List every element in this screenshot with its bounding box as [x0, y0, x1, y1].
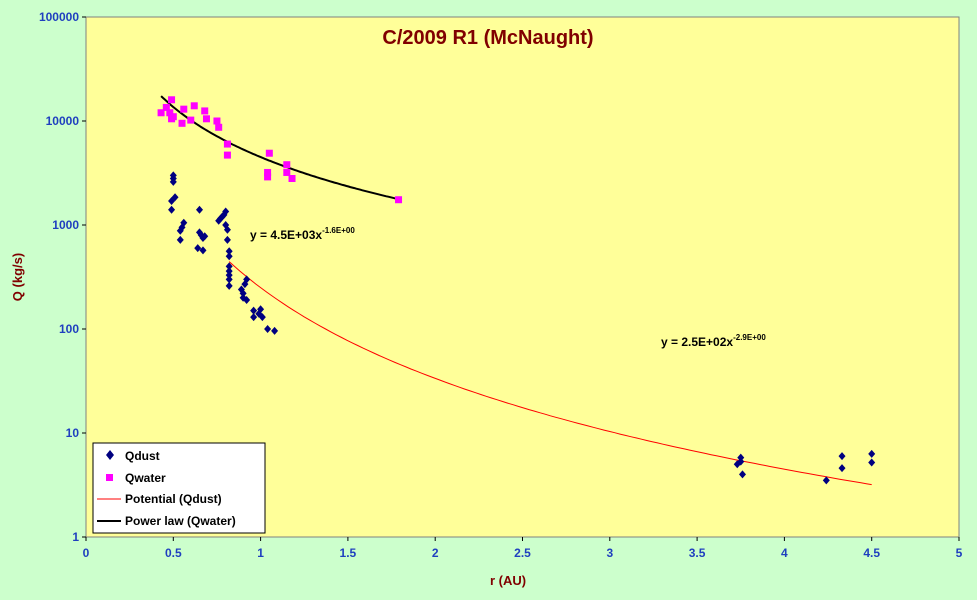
qdust-point	[225, 262, 233, 271]
x-tick-label: 2	[432, 546, 439, 560]
qdust-point	[737, 453, 745, 462]
x-tick-label: 5	[956, 546, 963, 560]
qwater-point	[223, 151, 231, 159]
legend-dust-fit-label: Potential (Qdust)	[125, 492, 222, 506]
qwater-point	[168, 96, 176, 104]
y-tick-label: 100000	[39, 10, 79, 24]
trend-lines	[160, 95, 872, 486]
qdust-point	[194, 244, 202, 253]
dust-fit-line	[228, 261, 872, 486]
legend-box	[92, 442, 266, 534]
y-tick-label: 10	[66, 426, 80, 440]
legend-qdust-label: Qdust	[125, 449, 160, 463]
x-tick-label: 0.5	[165, 546, 182, 560]
dust-fit-equation-base: y = 2.5E+02x	[661, 335, 733, 349]
qwater-point	[288, 174, 296, 182]
qdust-point	[838, 452, 846, 461]
qdust-point	[250, 313, 258, 322]
qdust-point	[180, 218, 188, 227]
x-tick-label: 4.5	[863, 546, 880, 560]
qwater-point	[187, 116, 195, 124]
chart-title: C/2009 R1 (McNaught)	[382, 27, 593, 49]
data-points	[157, 96, 876, 485]
qwater-point	[162, 103, 170, 111]
qdust-point	[225, 271, 233, 280]
y-tick-label: 10000	[46, 114, 80, 128]
qwater-point	[201, 107, 209, 115]
qwater-point	[283, 161, 291, 169]
qdust-point	[838, 464, 846, 473]
qdust-point	[225, 281, 233, 290]
legend: Qdust Qwater Potential (Qdust) Power law…	[92, 442, 266, 534]
qwater-point	[180, 105, 188, 113]
qwater-point	[190, 102, 198, 110]
qdust-point	[225, 252, 233, 261]
qdust-point	[257, 305, 265, 314]
legend-water-fit-label: Power law (Qwater)	[125, 514, 236, 528]
qdust-point	[738, 470, 746, 479]
qdust-point	[250, 306, 258, 315]
y-tick-label: 1	[72, 530, 79, 544]
dust-fit-equation: y = 2.5E+02x-2.9E+00	[661, 333, 766, 349]
water-fit-equation-exponent: -1.6E+00	[322, 226, 355, 235]
qwater-point	[283, 168, 291, 176]
qdust-point	[223, 235, 231, 244]
x-tick-label: 3	[606, 546, 613, 560]
qdust-point	[239, 289, 247, 298]
y-tick-label: 100	[59, 322, 79, 336]
qdust-point	[222, 207, 230, 216]
qwater-point	[215, 123, 223, 131]
x-tick-label: 4	[781, 546, 788, 560]
y-tick-label: 1000	[52, 218, 79, 232]
qdust-point	[199, 246, 207, 255]
qdust-point	[176, 235, 184, 244]
qdust-point	[171, 193, 179, 202]
qdust-point	[822, 476, 830, 485]
qdust-point	[258, 313, 266, 322]
qdust-point	[271, 326, 279, 335]
legend-qwater-marker	[106, 474, 113, 481]
qdust-point	[737, 457, 745, 466]
qdust-point	[223, 225, 231, 234]
x-tick-label: 1.5	[340, 546, 357, 560]
x-tick-label: 1	[257, 546, 264, 560]
qdust-point	[195, 205, 203, 214]
qwater-point	[395, 196, 403, 204]
qwater-point	[264, 168, 272, 176]
qwater-point	[202, 115, 210, 123]
legend-qwater-label: Qwater	[125, 471, 166, 485]
x-axis: 0 0.5 1 1.5 2 2.5 3 3.5 4 4.5 5	[83, 537, 963, 560]
qdust-point	[168, 205, 176, 214]
qwater-point	[265, 149, 273, 157]
x-tick-label: 0	[83, 546, 90, 560]
legend-qdust-marker	[106, 450, 114, 460]
qwater-point	[157, 109, 165, 117]
qwater-point	[213, 117, 221, 125]
qdust-point	[243, 275, 251, 284]
qwater-point	[223, 140, 231, 148]
x-axis-label: r (AU)	[490, 573, 526, 588]
qdust-point	[169, 171, 177, 180]
water-fit-equation: y = 4.5E+03x-1.6E+00	[250, 226, 355, 242]
qdust-point	[225, 247, 233, 256]
qwater-point	[178, 119, 186, 127]
qwater-point	[169, 113, 177, 121]
water-fit-equation-base: y = 4.5E+03x	[250, 228, 322, 242]
qdust-point	[868, 449, 876, 458]
qdust-point	[225, 275, 233, 284]
dust-fit-equation-exponent: -2.9E+00	[733, 333, 766, 342]
qwater-point	[166, 109, 174, 117]
water-fit-line	[160, 95, 401, 201]
qwater-point	[264, 173, 272, 181]
qdust-point	[868, 458, 876, 467]
x-tick-label: 2.5	[514, 546, 531, 560]
qdust-point	[201, 232, 209, 241]
y-axis-label: Q (kg/s)	[10, 253, 25, 301]
y-axis: 1 10 100 1000 10000 100000	[39, 10, 86, 544]
x-tick-label: 3.5	[689, 546, 706, 560]
qdust-point	[264, 325, 272, 333]
qdust-point	[243, 296, 251, 305]
